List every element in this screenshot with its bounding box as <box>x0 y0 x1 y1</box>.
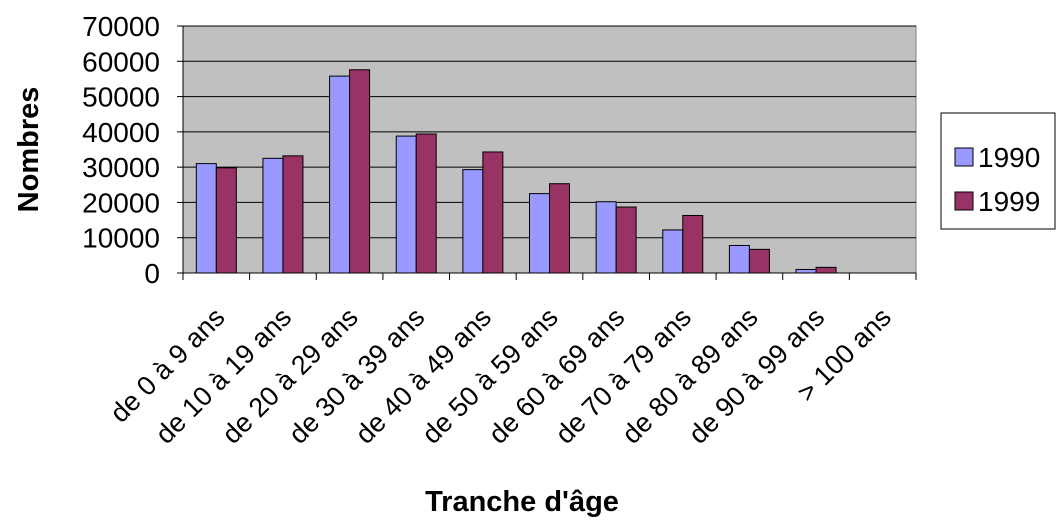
bar-1999 <box>815 266 837 274</box>
bar-1999 <box>349 69 371 274</box>
y-tick-label: 0 <box>144 258 160 289</box>
legend-label-1990: 1990 <box>978 142 1040 173</box>
bar-1999 <box>682 214 704 274</box>
y-tick-label: 40000 <box>82 117 160 148</box>
legend-label-1999: 1999 <box>978 186 1040 217</box>
bar-1990 <box>662 229 684 274</box>
y-tick-label: 70000 <box>82 11 160 42</box>
axes <box>177 25 917 280</box>
gridlines <box>183 25 916 239</box>
bar-1999 <box>482 151 504 274</box>
x-axis-title: Tranche d'âge <box>425 486 619 518</box>
y-tick-label: 20000 <box>82 187 160 218</box>
bar-1999 <box>415 133 437 274</box>
bar-1990 <box>728 244 750 274</box>
bar-1990 <box>395 135 417 274</box>
legend: 1990 1999 <box>940 112 1056 230</box>
y-axis-title: Nombres <box>13 87 45 213</box>
bar-1999 <box>615 206 637 274</box>
y-tick-label: 60000 <box>82 46 160 77</box>
y-tick-label: 10000 <box>82 223 160 254</box>
bar-1990 <box>795 268 817 274</box>
bar-1999 <box>282 155 304 274</box>
bar-1990 <box>262 157 284 274</box>
y-tick-label: 30000 <box>82 152 160 183</box>
y-tick-label: 50000 <box>82 82 160 113</box>
legend-swatch-1999 <box>954 191 974 211</box>
bars <box>195 69 837 274</box>
bar-1990 <box>195 163 217 274</box>
bar-1999 <box>549 183 570 274</box>
bar-1990 <box>462 169 484 274</box>
legend-swatch-1990 <box>954 147 974 167</box>
bar-1999 <box>215 167 237 274</box>
y-tick-labels: 0 10000 20000 30000 40000 50000 60000 70000 <box>82 11 160 289</box>
bar-1990 <box>595 201 617 274</box>
bar-1990 <box>329 75 351 274</box>
bar-1990 <box>529 193 550 274</box>
bar-1999 <box>748 248 770 274</box>
